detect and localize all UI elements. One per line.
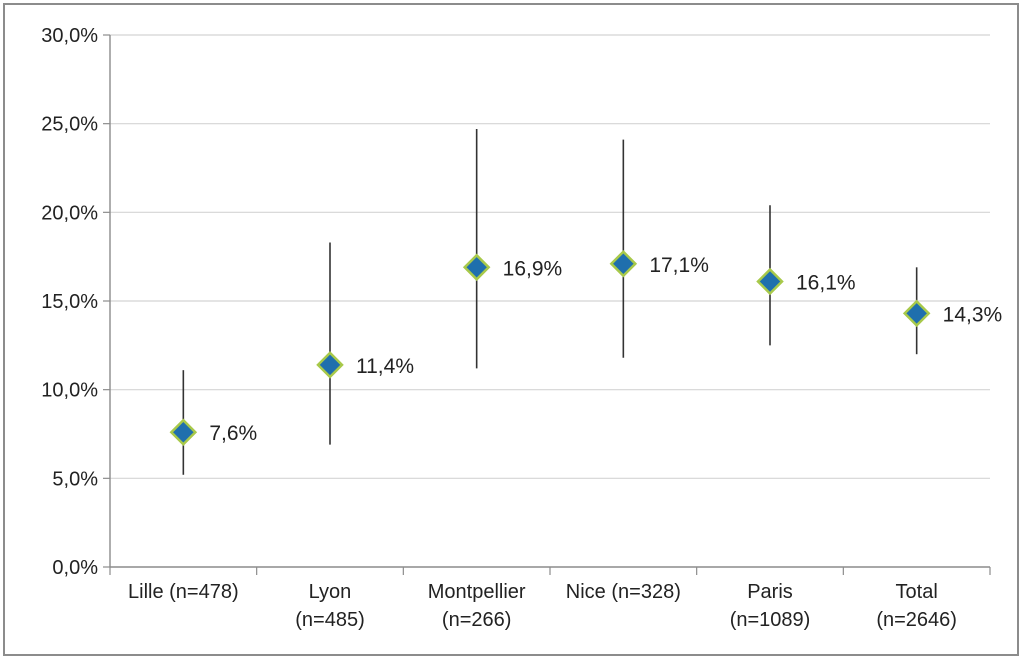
data-value-label: 14,3% [943,303,1003,326]
data-value-label: 16,1% [796,271,856,294]
x-category-label: Paris (n=1089) [730,581,811,631]
x-category-label: Lille (n=478) [128,581,239,603]
data-point-marker [169,418,198,446]
data-markers [169,249,931,446]
data-point-marker [609,249,638,278]
error-bars [182,128,918,475]
x-category-label: Total (n=2646) [876,581,957,631]
y-tick-label: 0,0% [52,557,98,579]
y-tick-label: 10,0% [41,380,98,402]
x-category-label: Lyon (n=485) [295,581,365,631]
data-point-marker [756,267,784,296]
gridlines [110,34,990,479]
chart-frame [3,3,1019,656]
data-labels: 7,6% 11,4% 16,9% 17,1% 16,1% 14,3% [209,254,1002,445]
data-value-label: 7,6% [209,422,257,445]
data-value-label: 11,4% [356,355,414,378]
y-tick-label: 15,0% [41,291,98,313]
data-point-marker [316,351,344,379]
y-tick-label: 25,0% [41,114,98,136]
y-tick-label: 5,0% [52,468,98,490]
x-category-label: Montpellier (n=266) [428,581,526,631]
y-tick-label: 30,0% [41,25,98,47]
axes [103,34,991,575]
y-tick-label: 20,0% [41,202,98,224]
x-category-labels: Lille (n=478) Lyon (n=485) Montpellier (n=26… [128,581,957,631]
y-tick-labels: 0,0% 5,0% 10,0% 15,0% 20,0% 25,0% 30,0% [41,25,98,579]
data-point-marker [902,299,931,328]
data-point-marker [462,253,491,282]
data-value-label: 16,9% [503,257,563,280]
data-value-label: 17,1% [649,254,709,277]
x-category-label: Nice (n=328) [566,581,681,603]
